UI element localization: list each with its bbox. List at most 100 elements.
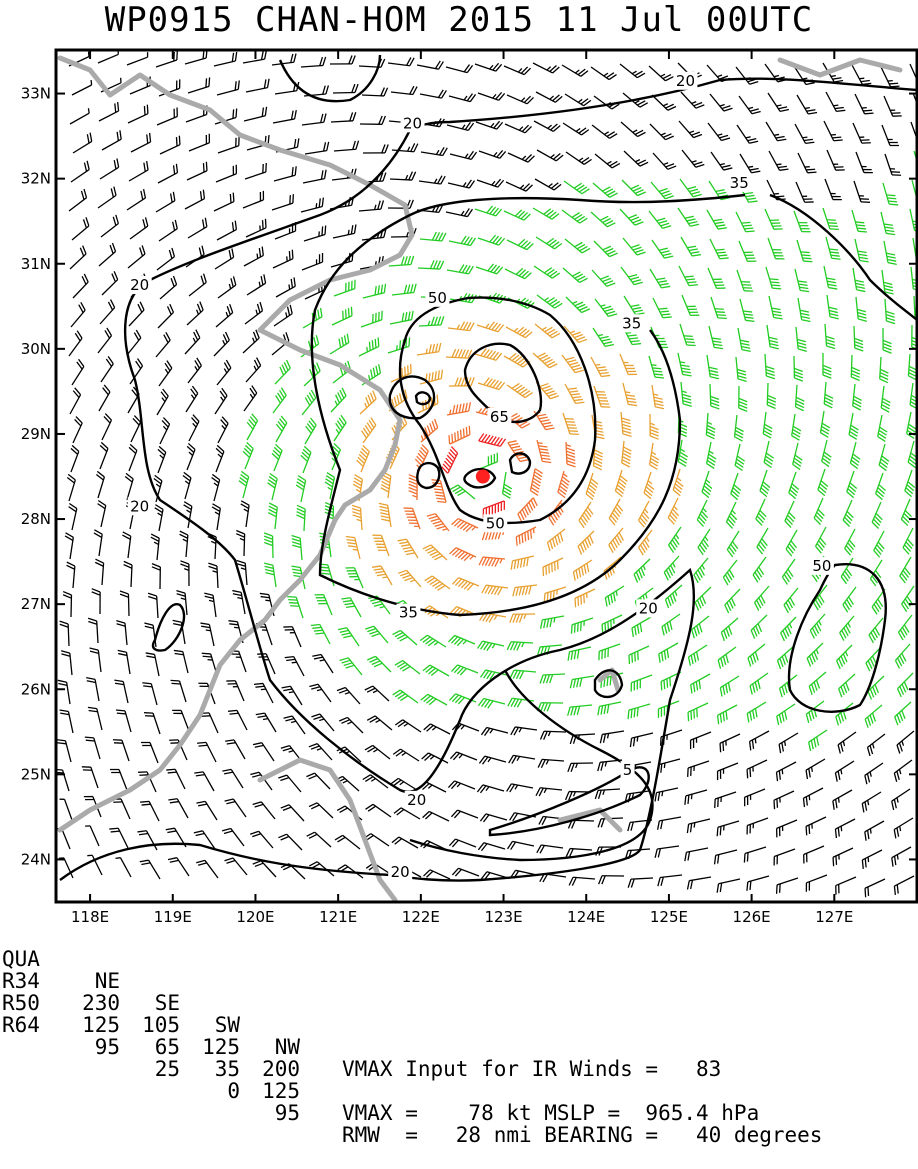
- wind-barb: [565, 239, 590, 253]
- wind-barb: [884, 241, 897, 264]
- wind-barb: [127, 189, 145, 210]
- wind-barb: [826, 92, 845, 111]
- wind-barb: [507, 95, 534, 104]
- wind-barb: [747, 876, 769, 891]
- wind-barb: [475, 206, 502, 216]
- wind-barb: [268, 473, 278, 500]
- wind-barb: [129, 444, 137, 471]
- wind-barb: [570, 676, 594, 688]
- wind-barb: [707, 442, 716, 468]
- wind-barb: [204, 593, 216, 617]
- wind-barb: [568, 705, 592, 716]
- wind-barb: [649, 66, 673, 81]
- wind-barb: [688, 761, 709, 777]
- wind-barb: [168, 799, 188, 818]
- wind-barb: [214, 193, 234, 211]
- wind-barb: [865, 821, 884, 841]
- wind-barb: [879, 444, 889, 471]
- wind-barb: [766, 122, 786, 141]
- wind-barb: [835, 761, 854, 782]
- wind-barb: [853, 384, 862, 410]
- wind-barb: [833, 790, 852, 810]
- wind-barb: [736, 212, 755, 232]
- wind-barb: [100, 158, 119, 179]
- wind-barb: [621, 267, 643, 285]
- wind-barb: [504, 66, 531, 75]
- wind-barb: [736, 357, 747, 381]
- wind-barb: [895, 702, 911, 725]
- wind-barb: [595, 154, 620, 168]
- wind-barb: [624, 151, 648, 166]
- wind-barb: [664, 556, 679, 580]
- wind-barb: [478, 92, 505, 100]
- wind-barb: [874, 531, 884, 557]
- wind-barb: [284, 716, 305, 734]
- wind-barb: [246, 79, 269, 92]
- wind-barb: [798, 153, 817, 173]
- wind-barb: [85, 737, 100, 759]
- wind-barb: [513, 585, 537, 596]
- wind-barb: [159, 220, 177, 241]
- wind-barb: [621, 412, 632, 436]
- wind-barb: [687, 877, 711, 889]
- y-tick-label: 29N: [21, 425, 51, 443]
- wind-barb: [337, 688, 360, 704]
- wind-barb: [594, 241, 618, 257]
- wind-barb: [569, 877, 595, 885]
- wind-barb: [232, 591, 245, 614]
- wind-barb: [565, 384, 584, 403]
- wind-barb: [423, 545, 447, 560]
- wind-barb: [688, 703, 708, 721]
- wind-barb: [723, 560, 737, 585]
- wind-barb: [200, 623, 214, 646]
- wind-barb: [102, 271, 118, 295]
- wind-barb: [507, 383, 533, 397]
- info-cell: SW: [180, 1014, 240, 1036]
- wind-barb: [335, 835, 360, 849]
- wind-barb: [507, 784, 533, 792]
- wind-barb: [710, 94, 732, 111]
- wind-barb: [869, 618, 883, 643]
- wind-barb: [507, 239, 533, 249]
- wind-barb: [184, 502, 192, 528]
- wind-barb: [419, 316, 444, 326]
- wind-barb: [739, 241, 756, 261]
- wind-barb: [365, 686, 389, 701]
- contour-label: 20: [391, 863, 410, 881]
- wind-barb: [710, 384, 719, 409]
- wind-barb: [67, 562, 75, 588]
- wind-barb: [632, 617, 651, 637]
- wind-barb: [159, 361, 172, 386]
- wind-barb: [92, 589, 100, 614]
- wind-barb: [306, 773, 330, 789]
- wind-barb: [692, 616, 709, 638]
- wind-barb: [341, 598, 361, 617]
- wind-barb: [827, 295, 839, 319]
- wind-barb: [116, 621, 127, 645]
- x-tick-label: 122E: [402, 908, 440, 926]
- wind-barb: [303, 170, 326, 183]
- wind-barb: [748, 644, 765, 666]
- wind-barb: [125, 473, 133, 500]
- wind-barb: [180, 561, 189, 586]
- wind-barb: [362, 418, 376, 443]
- wind-barb: [128, 245, 145, 268]
- contour-20-lower: [410, 670, 653, 860]
- wind-barb: [854, 181, 870, 202]
- wind-barb: [278, 834, 302, 850]
- wind-barb: [187, 443, 195, 470]
- wind-barb: [620, 209, 643, 225]
- wind-barb: [330, 334, 349, 354]
- wind-barb: [533, 63, 559, 73]
- wind-barb: [217, 221, 236, 240]
- wind-barb: [809, 730, 827, 751]
- contour-label: 65: [490, 408, 509, 426]
- wind-barb: [393, 630, 417, 645]
- info-cell: NE: [60, 970, 120, 992]
- wind-barb: [538, 759, 564, 767]
- wind-barb: [360, 116, 385, 124]
- wind-barb: [796, 327, 807, 351]
- wind-barb: [575, 589, 595, 607]
- wind-barb: [833, 848, 853, 866]
- wind-barb: [825, 324, 835, 349]
